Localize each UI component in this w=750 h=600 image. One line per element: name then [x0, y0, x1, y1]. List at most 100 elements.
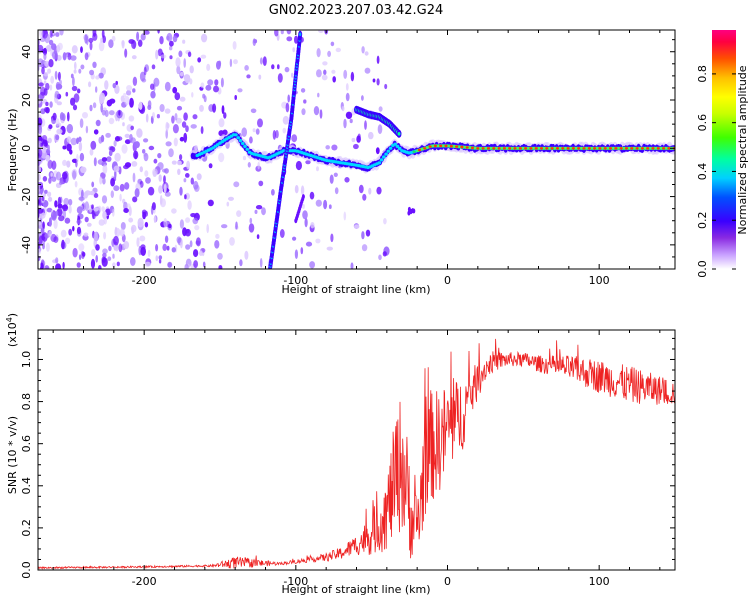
noise-blob: [172, 86, 178, 94]
noise-blob: [76, 226, 82, 235]
spectrogram-xlabel: Height of straight line (km): [281, 283, 430, 296]
noise-blob: [357, 133, 361, 140]
noise-blob: [93, 129, 99, 135]
noise-blob: [323, 199, 328, 210]
noise-blob: [351, 137, 356, 143]
noise-blob: [81, 202, 86, 212]
ridge-core: [614, 147, 618, 150]
noise-blob: [124, 95, 130, 106]
noise-blob: [158, 174, 162, 182]
noise-blob: [206, 223, 209, 234]
noise-blob: [98, 72, 104, 79]
noise-blob: [104, 109, 109, 118]
ridge-core: [545, 147, 549, 150]
noise-blob: [40, 227, 45, 234]
noise-blob: [50, 172, 53, 177]
noise-blob: [318, 30, 324, 34]
ridge-core: [667, 147, 671, 150]
noise-blob: [136, 128, 143, 138]
noise-blob: [158, 259, 162, 264]
noise-blob: [58, 215, 65, 222]
noise-blob: [185, 244, 191, 250]
noise-blob: [91, 249, 96, 257]
noise-blob: [55, 81, 61, 91]
noise-blob: [39, 212, 46, 219]
noise-blob: [153, 215, 157, 223]
noise-blob: [235, 221, 238, 230]
noise-blob: [126, 90, 132, 96]
noise-blob: [48, 59, 54, 68]
ridge-core: [492, 147, 496, 150]
noise-blob: [76, 153, 79, 164]
noise-blob: [52, 50, 58, 60]
noise-blob: [197, 57, 202, 63]
noise-blob: [247, 162, 251, 168]
noise-blob: [183, 132, 188, 143]
ridge-core: [598, 147, 602, 150]
noise-blob: [143, 138, 149, 143]
ridge-core: [486, 147, 491, 150]
ridge-inner: [382, 155, 386, 159]
noise-blob: [38, 184, 41, 193]
noise-blob: [101, 256, 106, 263]
noise-blob: [345, 92, 350, 102]
noise-blob: [173, 137, 178, 147]
ridge-core: [603, 147, 607, 150]
noise-blob: [157, 162, 164, 170]
noise-blob: [112, 262, 116, 268]
noise-blob: [378, 106, 383, 112]
x-tick-label: -100: [283, 274, 308, 287]
noise-blob: [187, 51, 192, 58]
noise-blob: [47, 137, 52, 144]
noise-blob: [73, 93, 80, 103]
noise-blob: [129, 97, 134, 108]
noise-blob: [167, 261, 173, 268]
noise-blob: [150, 90, 156, 99]
noise-blob: [262, 56, 267, 66]
noise-blob: [207, 199, 214, 207]
noise-blob: [322, 61, 328, 66]
noise-blob: [106, 156, 112, 163]
noise-blob: [83, 232, 89, 237]
noise-blob: [55, 118, 60, 127]
ridge-core: [662, 147, 666, 150]
noise-blob: [101, 206, 105, 212]
noise-blob: [84, 52, 89, 61]
noise-blob: [45, 45, 52, 50]
x-tick-label: -200: [132, 274, 157, 287]
noise-blob: [300, 247, 304, 255]
ridge-core: [433, 144, 437, 148]
noise-blob: [43, 72, 49, 77]
noise-blob: [193, 180, 199, 190]
noise-blob: [53, 236, 59, 244]
noise-blob: [100, 103, 103, 113]
noise-blob: [191, 92, 194, 98]
noise-blob: [202, 93, 206, 99]
noise-blob: [353, 143, 359, 150]
noise-blob: [364, 51, 369, 56]
noise-blob: [362, 193, 367, 201]
noise-blob: [78, 196, 85, 201]
ridge-core: [502, 147, 506, 150]
noise-blob: [185, 125, 189, 133]
noise-blob: [113, 165, 120, 173]
noise-blob: [291, 134, 298, 143]
noise-blob: [133, 150, 139, 160]
noise-blob: [256, 234, 260, 240]
noise-blob: [295, 160, 302, 171]
ridge-core: [555, 147, 560, 150]
noise-blob: [72, 170, 77, 180]
noise-blob: [383, 218, 387, 225]
x-tick-label: 100: [589, 575, 610, 588]
noise-blob: [91, 181, 95, 188]
noise-blob: [113, 185, 120, 192]
spectrogram-noise: [38, 30, 390, 269]
noise-blob: [114, 152, 121, 162]
noise-blob: [55, 32, 60, 37]
noise-blob: [108, 110, 115, 116]
noise-blob: [302, 210, 308, 220]
ridge-inner: [243, 144, 247, 148]
noise-blob: [86, 222, 92, 227]
noise-blob: [122, 122, 125, 127]
